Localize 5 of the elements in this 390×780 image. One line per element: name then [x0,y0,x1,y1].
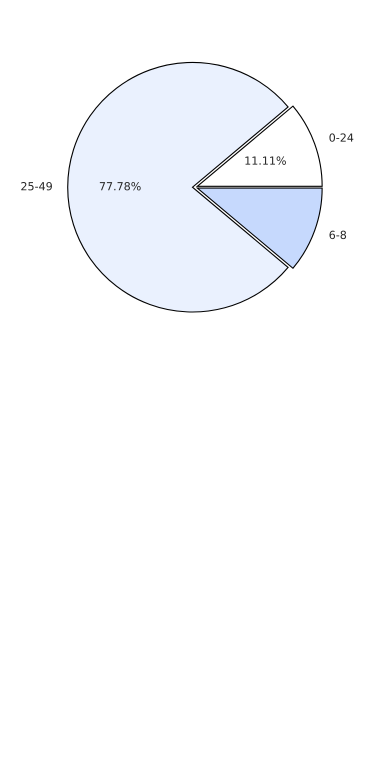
data-label: 11.11% [245,156,286,165]
slice-label: 25-49 [21,182,52,190]
data-label: 77.78% [100,182,141,190]
slice-label: 6-8 [329,230,346,240]
slice-label: 0-24 [329,133,354,142]
